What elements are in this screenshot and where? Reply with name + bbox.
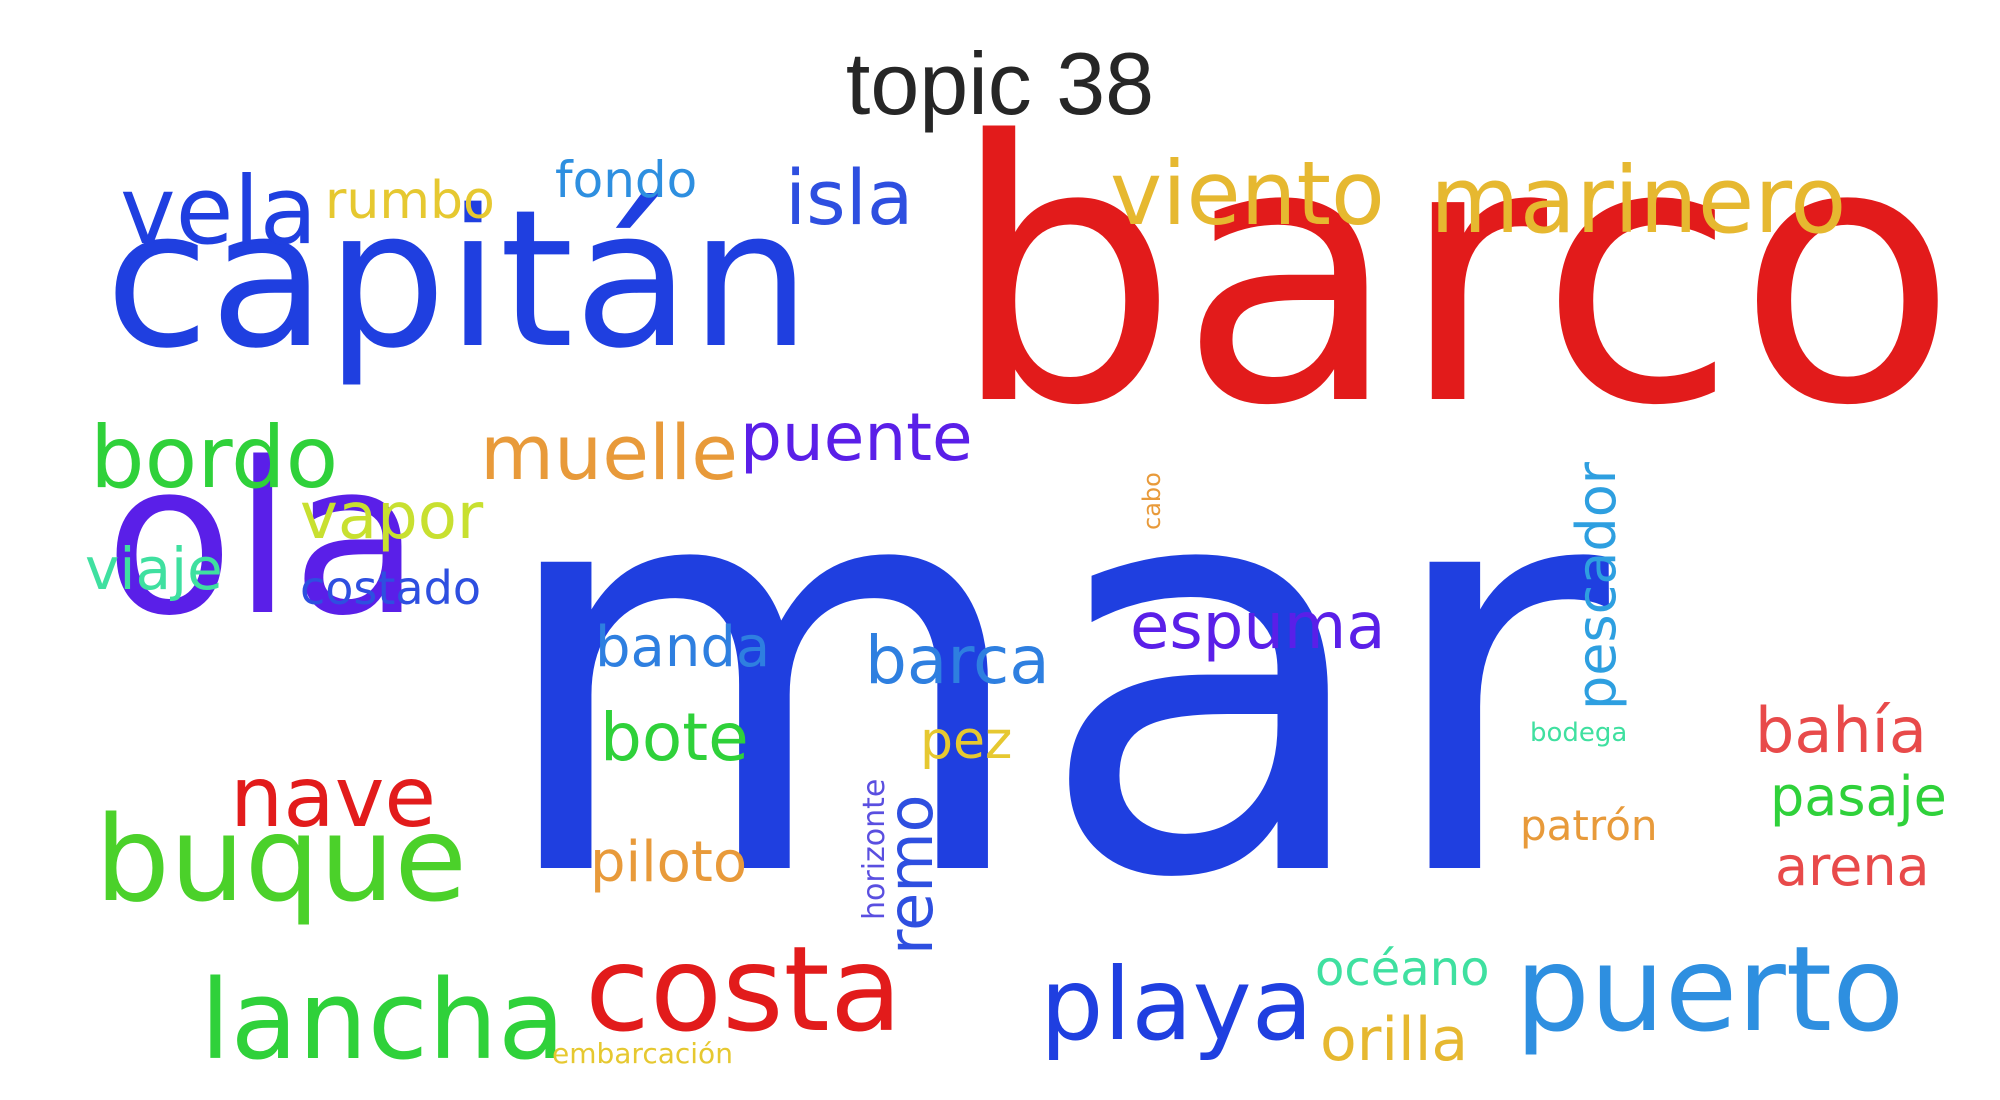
cloud-word: buque [95,790,467,928]
figure-title: topic 38 [845,34,1155,133]
cloud-word: pasaje [1770,765,1947,828]
cloud-word: banda [595,615,771,680]
cloud-word: mar [490,349,1609,1001]
cloud-word: patrón [1520,801,1658,850]
cloud-word: bahía [1755,694,1927,767]
cloud-word: rumbo [325,171,495,231]
cloud-word: vapor [300,480,484,554]
cloud-word: playa [1040,946,1313,1063]
cloud-word: marinero [1430,147,1847,254]
cloud-word: orilla [1320,1005,1469,1075]
cloud-word: lancha [200,956,566,1084]
cloud-word: costa [585,920,903,1058]
cloud-word: cabo [1138,472,1166,530]
cloud-word: nave [230,748,437,846]
cloud-word: horizonte [857,778,892,920]
cloud-word: bodega [1530,718,1628,748]
cloud-word: barco [950,65,1958,484]
cloud-word: viento [1110,142,1385,245]
cloud-word: pez [920,711,1013,771]
cloud-word: vela [120,157,318,266]
cloud-word: puente [740,399,973,476]
cloud-word: océano [1315,941,1490,997]
cloud-word: muelle [480,408,738,497]
cloud-word: embarcación [552,1037,733,1070]
cloud-word: pescador [1565,462,1628,710]
cloud-word: ola [105,417,421,662]
cloud-word: puerto [1515,920,1905,1058]
cloud-word: fondo [555,151,698,209]
cloud-word: isla [785,153,914,242]
cloud-word: bote [600,699,749,776]
cloud-word: costado [300,561,481,615]
cloud-word: barca [865,622,1050,699]
cloud-word: viaje [85,535,223,603]
cloud-word: arena [1775,835,1930,898]
cloud-word: capitán [105,169,811,390]
cloud-word: piloto [590,830,748,895]
cloud-word: bordo [90,408,339,508]
cloud-word: espuma [1130,590,1386,664]
